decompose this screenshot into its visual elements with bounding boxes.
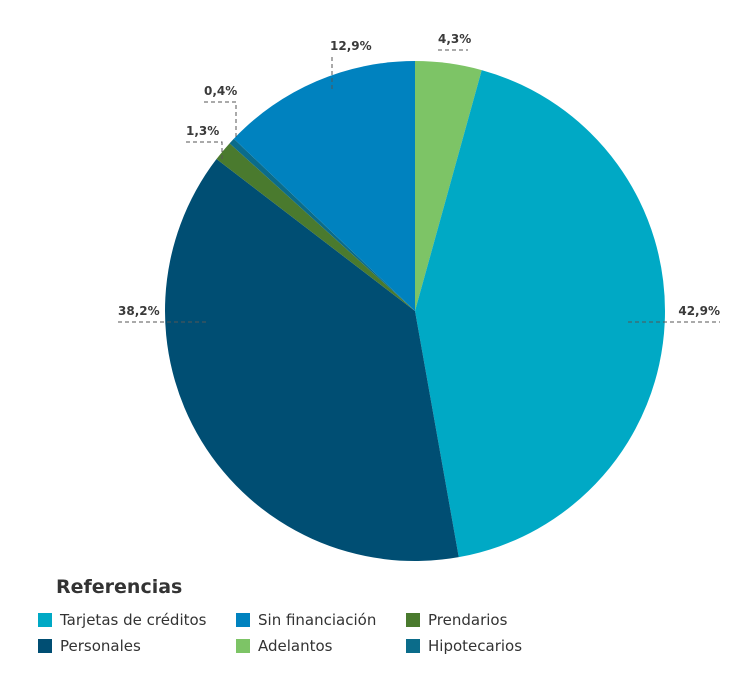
data-label-personales: 38,2% bbox=[118, 304, 160, 318]
leader-line-hipotecarios bbox=[204, 101, 237, 140]
legend-swatch bbox=[236, 639, 250, 653]
legend-label: Personales bbox=[60, 637, 141, 655]
legend-label: Adelantos bbox=[258, 637, 333, 655]
legend-swatch bbox=[236, 613, 250, 627]
pie-slices bbox=[164, 61, 666, 561]
legend-item-prendarios: Prendarios bbox=[406, 610, 507, 630]
pie-slice-adelantos bbox=[415, 61, 482, 311]
legend-item-personales: Personales bbox=[38, 636, 141, 656]
legend-label: Hipotecarios bbox=[428, 637, 523, 655]
pie-slice-hipotecarios bbox=[229, 138, 415, 311]
legend-label: Tarjetas de créditos bbox=[60, 611, 207, 629]
legend-label: Prendarios bbox=[428, 611, 508, 629]
legend-swatch bbox=[38, 639, 52, 653]
pie-slice-personales bbox=[164, 159, 459, 561]
label-leader-lines bbox=[118, 49, 720, 323]
data-label-hipotecarios: 0,4% bbox=[204, 84, 237, 98]
legend-swatch bbox=[406, 639, 420, 653]
legend-title: Referencias bbox=[56, 576, 183, 598]
data-label-tarjetas-de-creditos: 42,9% bbox=[678, 304, 720, 318]
legend-item-adelantos: Adelantos bbox=[236, 636, 333, 656]
pie-slice-sin-financiacion bbox=[233, 61, 415, 311]
legend-label: Sin financiación bbox=[258, 611, 377, 629]
data-label-prendarios: 1,3% bbox=[186, 124, 219, 138]
pie-slice-prendarios bbox=[216, 143, 415, 311]
legend-item-tarjetas: Tarjetas de créditos bbox=[38, 610, 206, 630]
legend-swatch bbox=[38, 613, 52, 627]
legend-item-sin-financiacion: Sin financiación bbox=[236, 610, 376, 630]
legend-item-hipotecarios: Hipotecarios bbox=[406, 636, 522, 656]
data-label-adelantos: 4,3% bbox=[438, 32, 471, 46]
pie-slice-tarjetas-de-creditos bbox=[415, 70, 666, 558]
data-label-sin-financiacion: 12,9% bbox=[330, 39, 372, 53]
leader-line-prendarios bbox=[186, 141, 223, 160]
legend-swatch bbox=[406, 613, 420, 627]
slice-labels: 42,9% 38,2% 1,3% 0,4% 12,9% 4,3% bbox=[118, 32, 720, 318]
pie-chart: 42,9% 38,2% 1,3% 0,4% 12,9% 4,3% bbox=[118, 32, 720, 561]
